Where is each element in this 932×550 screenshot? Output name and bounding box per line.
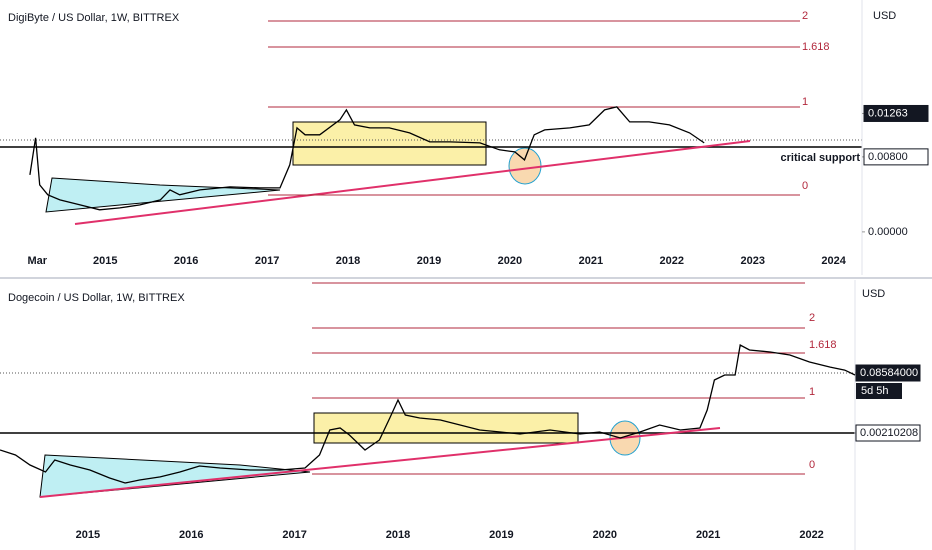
x-tick-label: 2022 — [799, 529, 823, 541]
countdown: 5d 5h — [861, 385, 889, 397]
x-tick-label: Mar — [27, 255, 47, 267]
y-tick-label: 0.00000 — [868, 226, 908, 238]
countdown-box — [856, 383, 902, 399]
triangle — [39, 454, 311, 498]
panel-2-drawings: 2 1.618 1 0 Dogecoin / US Dollar, 1W, BI… — [0, 280, 902, 550]
chart-title: DigiByte / US Dollar, 1W, BITTREX — [8, 12, 180, 24]
price-box — [863, 148, 929, 166]
fib-label: 0 — [809, 459, 815, 471]
y-tick-label: 0.00210208 — [860, 427, 918, 439]
x-tick-label: 2017 — [282, 529, 306, 541]
circle — [508, 147, 542, 185]
x-tick-label: 2019 — [489, 529, 513, 541]
fib-label: 0 — [802, 180, 808, 192]
x-tick-label: 2024 — [821, 255, 846, 267]
price-box — [855, 364, 921, 382]
trend-line — [74, 140, 751, 225]
price-line-series — [0, 343, 856, 484]
fib-label: 2 — [809, 312, 815, 324]
triangle — [45, 177, 281, 213]
fib-label: 1.618 — [809, 339, 837, 351]
fib-label: 1 — [802, 96, 808, 108]
x-tick-label: 2021 — [579, 255, 603, 267]
x-tick-label: 2018 — [336, 255, 360, 267]
x-tick-label: 2015 — [76, 529, 100, 541]
fib-label: 2 — [802, 10, 808, 22]
panel-1-drawings: 2 1.618 1 0 critical support DigiByte / … — [0, 0, 932, 279]
price-box — [863, 104, 929, 122]
axis-unit: USD — [862, 288, 885, 300]
x-tick-label: 2016 — [174, 255, 198, 267]
range-box — [313, 412, 579, 444]
fib-label: 1 — [809, 386, 815, 398]
fib-label: 1.618 — [802, 41, 830, 53]
y-tick-label: 0.00800 — [868, 151, 908, 163]
x-tick-label: 2016 — [179, 529, 203, 541]
chart-title: Dogecoin / US Dollar, 1W, BITTREX — [8, 292, 185, 304]
trend-line — [39, 427, 721, 498]
x-tick-label: 2020 — [498, 255, 522, 267]
x-tick-label: 2017 — [255, 255, 279, 267]
x-tick-label: 2021 — [696, 529, 720, 541]
x-tick-label: 2019 — [417, 255, 441, 267]
range-box — [292, 121, 487, 166]
y-tick-label: 0.01263 — [868, 107, 908, 119]
price-line-series — [29, 106, 705, 211]
y-tick-label: 0.08584000 — [860, 367, 918, 379]
price-box — [855, 424, 921, 442]
x-tick-label: 2023 — [740, 255, 764, 267]
x-tick-label: 2018 — [386, 529, 410, 541]
x-tick-label: 2015 — [93, 255, 117, 267]
x-tick-label: 2022 — [660, 255, 684, 267]
x-tick-label: 2020 — [593, 529, 617, 541]
annotation: critical support — [781, 152, 861, 164]
axis-unit: USD — [873, 10, 896, 22]
